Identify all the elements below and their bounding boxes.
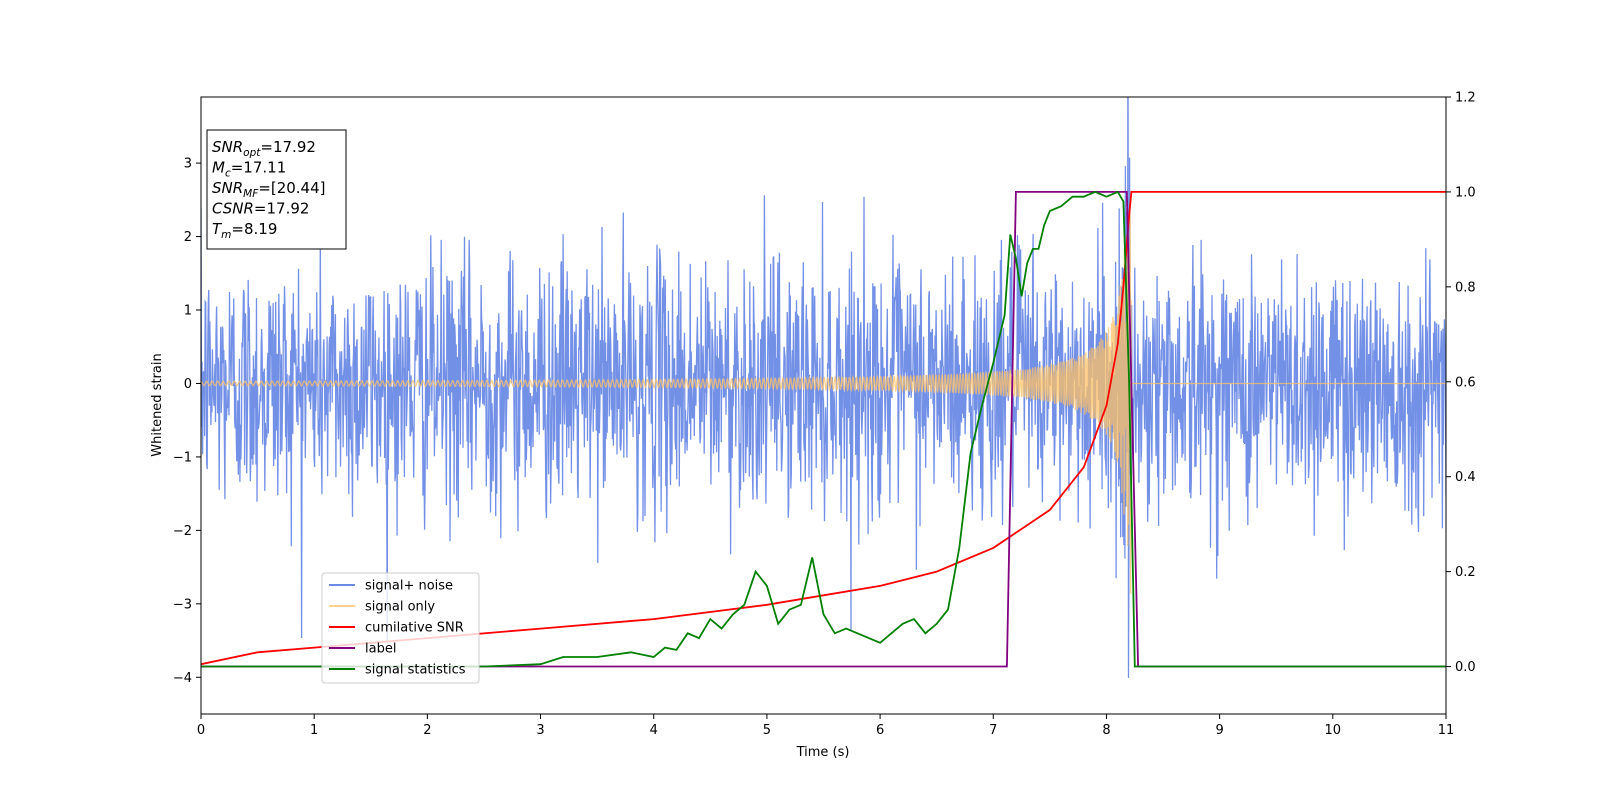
y-tick-label: 3	[184, 157, 192, 172]
info-line: SNRopt=17.92	[212, 138, 316, 159]
y-tick-label: −1	[173, 450, 192, 465]
x-tick-label: 4	[650, 723, 658, 738]
legend-label: signal only	[365, 600, 435, 615]
y2-tick-label: 1.0	[1455, 185, 1476, 200]
x-tick-label: 2	[423, 723, 431, 738]
legend-label: signal+ noise	[365, 579, 453, 594]
legend-label: cumilative SNR	[365, 621, 464, 636]
y-tick-label: −2	[173, 524, 192, 539]
y-tick-label: 0	[184, 377, 192, 392]
series-signal-noise	[201, 97, 1446, 678]
y-tick-label: −4	[173, 671, 192, 686]
x-tick-label: 7	[989, 723, 997, 738]
info-line: Tm=8.19	[212, 220, 277, 241]
y2-tick-label: 0.0	[1455, 660, 1476, 675]
info-box-frame	[206, 129, 347, 250]
y2-tick-label: 0.6	[1455, 375, 1476, 390]
legend-label: signal statistics	[365, 663, 466, 678]
info-line: Mc=17.11	[212, 159, 286, 180]
plot-frame	[200, 96, 1447, 715]
legend-label: label	[365, 642, 396, 657]
legend: signal+ noise signal only cumilative SNR la…	[321, 572, 480, 684]
y-tick-label: 2	[184, 230, 192, 245]
y-axis-label: Whitened strain	[150, 353, 165, 456]
info-line: CSNR=17.92	[212, 200, 309, 218]
x-tick-label: 5	[763, 723, 771, 738]
y2-tick-label: 1.2	[1455, 91, 1476, 106]
info-line: SNRMF=[20.44]	[212, 179, 326, 200]
x-axis-label: Time (s)	[796, 745, 850, 760]
x-tick-label: 9	[1215, 723, 1223, 738]
x-tick-label: 11	[1438, 723, 1455, 738]
x-tick-label: 10	[1325, 723, 1342, 738]
y-tick-label: 1	[184, 304, 192, 319]
x-tick-label: 0	[197, 723, 205, 738]
x-tick-label: 3	[536, 723, 544, 738]
series-signal-only	[201, 211, 1446, 594]
y2-tick-label: 0.2	[1455, 565, 1476, 580]
series-signal-statistics	[201, 190, 1446, 668]
info-box: SNRopt=17.92Mc=17.11SNRMF=[20.44]CSNR=17…	[206, 129, 347, 250]
x-tick-label: 1	[310, 723, 318, 738]
legend-frame	[321, 572, 480, 684]
y-tick-label: −3	[173, 597, 192, 612]
x-tick-label: 8	[1102, 723, 1110, 738]
y2-tick-label: 0.4	[1455, 470, 1476, 485]
x-tick-label: 6	[876, 723, 884, 738]
y2-tick-label: 0.8	[1455, 280, 1476, 295]
